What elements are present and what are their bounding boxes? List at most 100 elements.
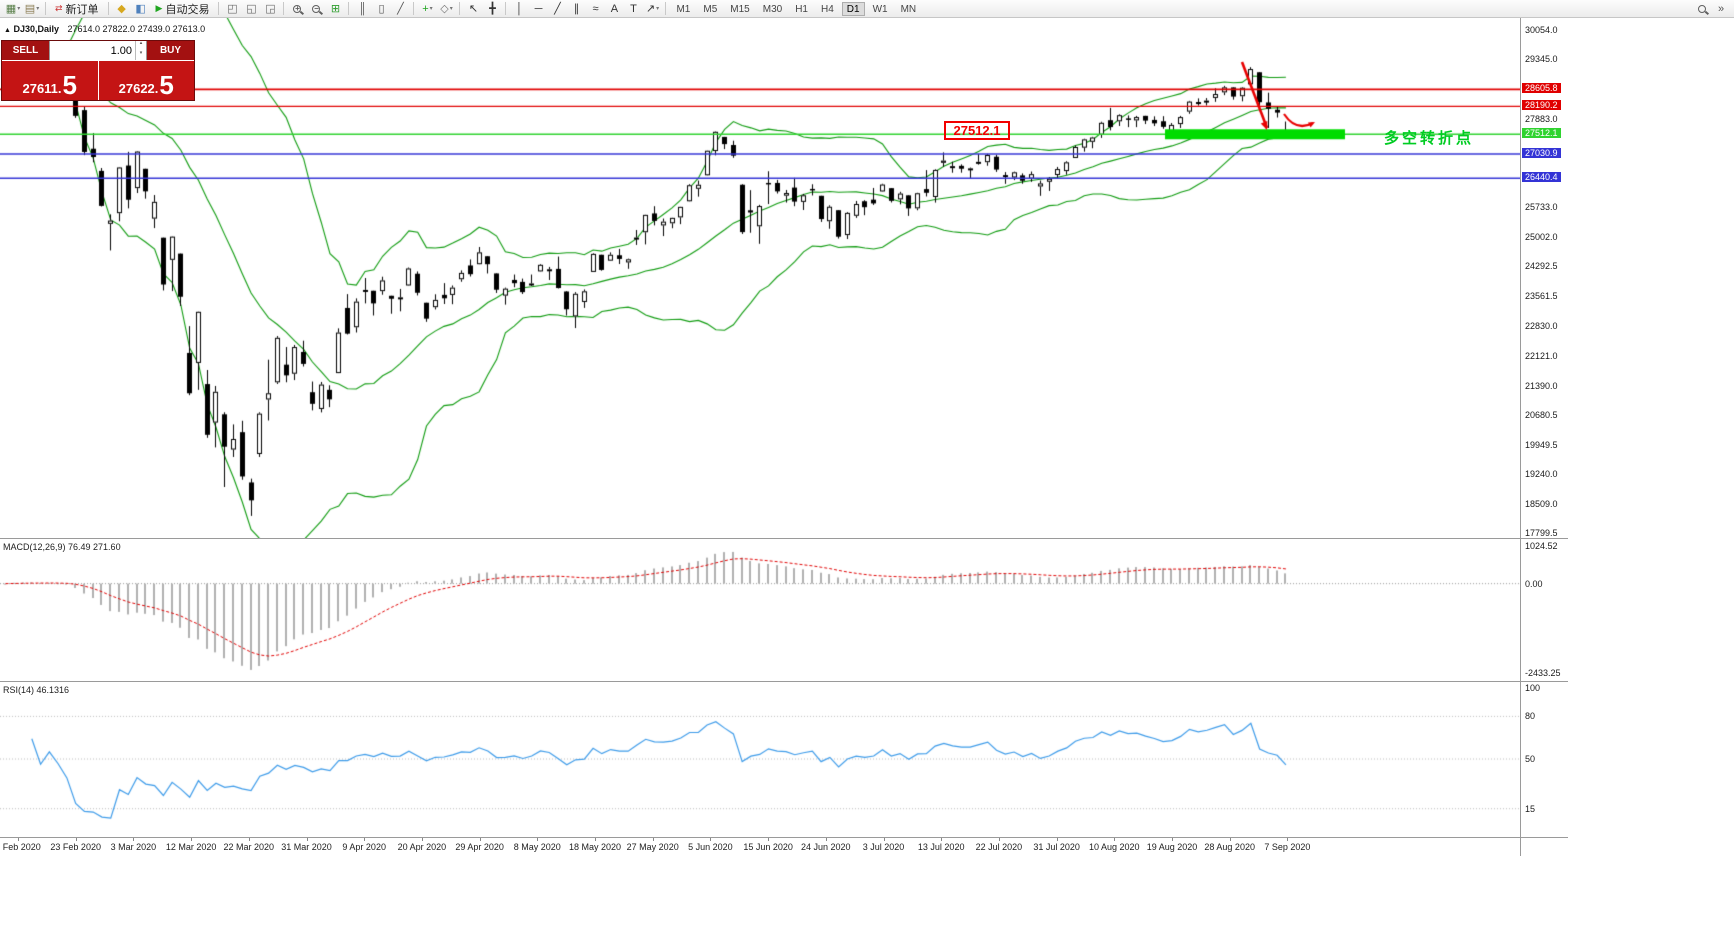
panel-splitter[interactable]	[0, 538, 1568, 539]
timeframe-d1-button[interactable]: D1	[841, 1, 865, 16]
crosshair-icon[interactable]: ╋	[489, 3, 496, 15]
price-scale-label: 24292.5	[1525, 261, 1558, 272]
add-indicator-icon[interactable]: +	[418, 1, 436, 17]
rsi-scale-label: 100	[1525, 683, 1541, 693]
date-label: 29 Apr 2020	[455, 842, 504, 852]
toolbar-overflow-icon[interactable]: »	[1717, 2, 1725, 15]
data-window-icon[interactable]: ◰	[227, 3, 238, 15]
toolbar-separator	[283, 2, 285, 15]
timeframe-m1-button[interactable]: M1	[676, 3, 691, 15]
trendline-icon[interactable]: ╱	[554, 3, 561, 15]
date-label: 3 Jul 2020	[862, 842, 905, 852]
equidistant-channel-icon[interactable]: ∥	[573, 3, 580, 15]
date-tick	[18, 838, 19, 841]
candlestick-chart-icon[interactable]: ▯	[378, 3, 385, 15]
date-tick	[998, 838, 1000, 841]
new-chart-icon[interactable]: ▦	[4, 1, 22, 17]
timeframe-m30-button[interactable]: M30	[762, 3, 783, 15]
text-icon[interactable]: A	[610, 2, 619, 15]
date-tick	[1287, 838, 1289, 841]
date-label: 24 Jun 2020	[801, 842, 851, 852]
date-tick	[1172, 838, 1173, 841]
buy-price[interactable]: 27622. 5	[98, 61, 194, 100]
toolbar-separator	[665, 2, 667, 15]
date-tick	[248, 838, 250, 841]
buy-button[interactable]: BUY	[147, 41, 194, 60]
timeframe-w1-button[interactable]: W1	[872, 3, 888, 15]
price-scale-tag: 28190.2	[1522, 100, 1561, 111]
macd-panel-canvas[interactable]	[0, 539, 1520, 681]
price-scale[interactable]: 30054.0 29345.0 27883.0 25733.0 25002.0 24292…	[1520, 18, 1580, 856]
price-scale-label: 25002.0	[1525, 232, 1558, 243]
macd-scale-label: 1024.52	[1525, 541, 1558, 551]
toolbar-separator	[218, 2, 220, 15]
volume-stepper[interactable]	[135, 41, 146, 60]
chart-window: 30054.0 29345.0 27883.0 25733.0 25002.0 24292…	[0, 18, 1734, 942]
price-scale-tag: 27030.9	[1522, 148, 1561, 158]
price-scale-label: 19240.0	[1525, 468, 1558, 479]
price-scale-label: 25733.0	[1525, 202, 1558, 213]
cursor-icon[interactable]: ↖	[468, 3, 479, 15]
date-tick	[1229, 838, 1231, 841]
sell-button[interactable]: SELL	[2, 41, 49, 60]
timeframe-h1-button[interactable]: H1	[795, 3, 808, 15]
date-tick	[883, 838, 885, 841]
toolbar-separator	[45, 2, 46, 15]
volume-field[interactable]: 1.00	[49, 41, 147, 60]
date-label: 22 Mar 2020	[223, 842, 275, 852]
chart-profiles-icon[interactable]: ▤	[23, 1, 41, 17]
fibonacci-icon[interactable]: ≈	[592, 2, 599, 15]
buy-price-pip: 5	[159, 69, 174, 100]
rsi-scale-label: 15	[1525, 803, 1536, 814]
new-order-button[interactable]: ⇄ 新订单	[55, 3, 99, 16]
toolbar-separator	[505, 2, 507, 15]
tile-windows-icon[interactable]: ⊞	[330, 3, 341, 15]
date-label: 18 May 2020	[568, 842, 622, 852]
price-scale-label: 17799.5	[1525, 527, 1558, 538]
bar-chart-icon[interactable]: ║	[358, 2, 367, 15]
autotrading-icon: ▶	[155, 3, 163, 13]
line-chart-icon[interactable]: ╱	[397, 3, 404, 15]
price-scale-label: 22121.0	[1525, 350, 1558, 361]
macd-indicator-label: MACD(12,26,9) 76.49 271.60	[3, 542, 121, 552]
zoom-out-icon[interactable]: −	[312, 3, 321, 13]
price-scale-label: 23561.5	[1525, 291, 1558, 302]
macd-scale-label: -2433.25	[1525, 668, 1561, 678]
main-chart-canvas[interactable]	[0, 18, 1520, 538]
rsi-panel-canvas[interactable]	[0, 682, 1520, 837]
symbol-period-label: DJ30,Daily	[13, 24, 59, 34]
autotrading-button[interactable]: ▶ 自动交易	[155, 3, 210, 16]
volume-input[interactable]: 1.00	[110, 44, 132, 57]
date-tick	[1056, 838, 1058, 841]
timeframe-m15-button[interactable]: M15	[730, 3, 750, 15]
date-tick	[191, 838, 193, 841]
search-icon[interactable]	[1693, 1, 1711, 17]
rsi-scale-label: 50	[1525, 754, 1536, 764]
date-label: 31 Mar 2020	[281, 842, 332, 852]
date-label: 5 Jun 2020	[688, 842, 733, 852]
terminal-icon[interactable]: ◲	[265, 3, 276, 15]
arrows-icon[interactable]: ↗	[643, 1, 661, 17]
one-click-collapse-icon[interactable]: ▲	[4, 27, 11, 34]
date-tick	[306, 838, 308, 841]
horizontal-line-icon[interactable]: ─	[534, 2, 543, 15]
sell-price[interactable]: 27611. 5	[2, 61, 98, 100]
timeframe-mn-button[interactable]: MN	[900, 3, 917, 15]
date-label: 15 Jun 2020	[743, 842, 793, 852]
volume-down-icon[interactable]	[136, 51, 146, 61]
date-label: 28 Aug 2020	[1204, 842, 1255, 852]
zoom-in-icon[interactable]: +	[293, 3, 302, 13]
navigator-icon[interactable]: ◱	[246, 3, 257, 15]
time-scale[interactable]: 3 Feb 2020 23 Feb 2020 3 Mar 2020 12 Mar 20…	[0, 838, 1568, 856]
price-level-annotation: 27512.1	[944, 121, 1010, 140]
vertical-line-icon[interactable]: │	[516, 2, 523, 15]
panel-splitter[interactable]	[0, 681, 1568, 682]
market-watch-icon[interactable]: ◧	[135, 3, 146, 15]
price-scale-label: 27883.0	[1525, 114, 1558, 125]
date-tick	[768, 838, 770, 841]
templates-icon[interactable]: ◇	[437, 1, 455, 17]
timeframe-m5-button[interactable]: M5	[703, 3, 718, 15]
metaeditor-icon[interactable]: ◆	[117, 3, 126, 15]
timeframe-h4-button[interactable]: H4	[820, 3, 834, 15]
text-label-icon[interactable]: T	[630, 2, 637, 15]
